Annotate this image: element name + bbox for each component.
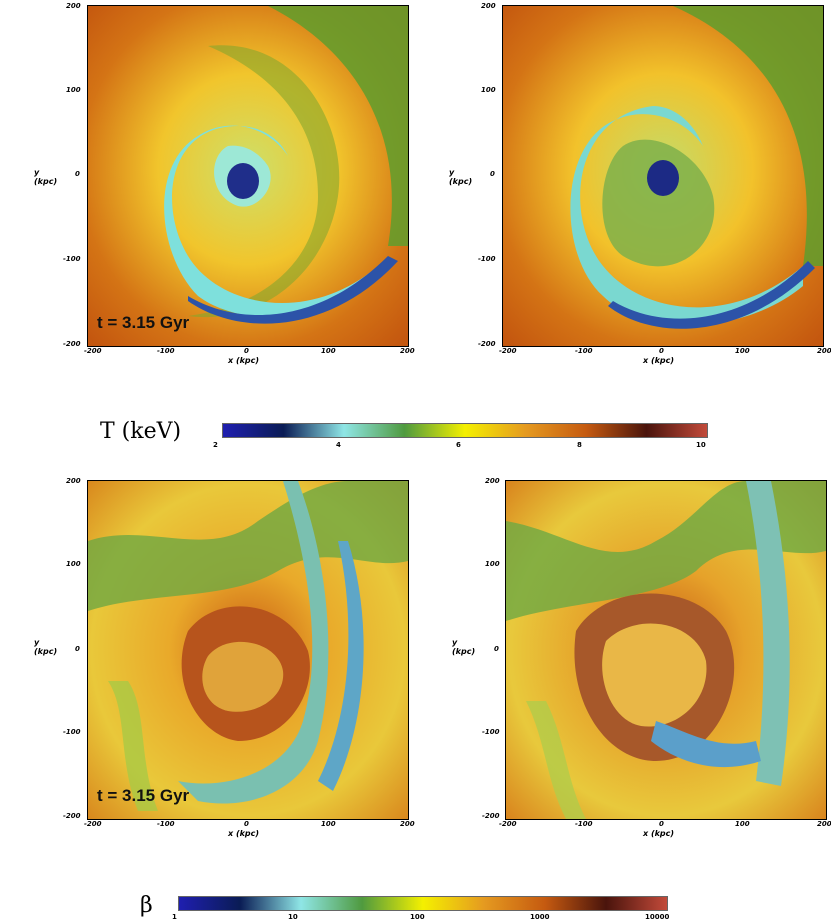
x-tick: 0 — [244, 347, 249, 355]
x-tick: -200 — [499, 347, 517, 355]
x-tick: 200 — [400, 347, 415, 355]
x-tick: -200 — [84, 820, 102, 828]
y-axis-label-line2: (kpc) — [34, 647, 58, 656]
y-tick: 100 — [485, 560, 500, 568]
colorbar-tick: 10 — [288, 913, 298, 921]
x-tick: 200 — [400, 820, 415, 828]
y-tick: 200 — [481, 2, 496, 10]
x-tick: -100 — [157, 347, 175, 355]
x-tick: -200 — [84, 347, 102, 355]
y-axis-label: y (kpc) — [34, 638, 57, 656]
plot-frame — [87, 480, 409, 820]
colorbar-tick: 1 — [172, 913, 177, 921]
plot-frame — [87, 5, 409, 347]
colorbar-gradient — [178, 896, 668, 911]
y-tick: 100 — [66, 560, 81, 568]
y-tick: 0 — [494, 645, 499, 653]
x-tick: 100 — [735, 820, 750, 828]
beta-colorbar: β 1 10 100 1000 10000 — [130, 893, 690, 923]
x-axis-label: x (kpc) — [228, 356, 260, 365]
y-tick: 0 — [75, 645, 80, 653]
y-axis-label-line1: y — [34, 168, 40, 177]
y-axis-label-line1: y — [452, 638, 458, 647]
time-label: t = 3.15 Gyr — [97, 313, 190, 332]
x-axis-label: x (kpc) — [228, 829, 260, 838]
colorbar-tick: 10000 — [645, 913, 670, 921]
y-tick: 200 — [66, 2, 81, 10]
temperature-colorbar: T (keV) 2 4 6 8 10 — [100, 418, 720, 454]
y-axis-label-line2: (kpc) — [452, 647, 476, 656]
y-tick: 0 — [75, 170, 80, 178]
y-tick: -200 — [482, 812, 500, 820]
plot-frame — [505, 480, 827, 820]
y-tick: 100 — [66, 86, 81, 94]
temperature-panel-left: -200 -100 0 100 200 x (kpc) 200 100 0 -1… — [0, 0, 420, 380]
x-tick: 0 — [659, 820, 664, 828]
colorbar-tick: 10 — [696, 441, 706, 449]
colorbar-symbol: T (keV) — [100, 419, 182, 444]
plot-frame — [502, 5, 824, 347]
y-tick: 100 — [481, 86, 496, 94]
y-tick: -100 — [63, 728, 81, 736]
colorbar-tick: 6 — [456, 441, 461, 449]
x-axis-label: x (kpc) — [643, 829, 675, 838]
y-axis-label-line2: (kpc) — [34, 177, 58, 186]
x-tick: 0 — [244, 820, 249, 828]
beta-panel-right: -200 -100 0 100 200 x (kpc) 200 100 0 -1… — [415, 470, 831, 850]
y-tick: 200 — [66, 477, 81, 485]
x-tick: 100 — [321, 347, 336, 355]
colorbar-symbol: β — [140, 893, 153, 918]
colorbar-gradient — [222, 423, 708, 438]
x-axis-label: x (kpc) — [643, 356, 675, 365]
y-tick: 200 — [485, 477, 500, 485]
colorbar-tick: 100 — [410, 913, 425, 921]
beta-panel-left: -200 -100 0 100 200 x (kpc) 200 100 0 -1… — [0, 470, 420, 850]
x-tick: -100 — [157, 820, 175, 828]
y-axis-label: y (kpc) — [452, 638, 475, 656]
colorbar-tick: 8 — [577, 441, 582, 449]
y-tick: -100 — [478, 255, 496, 263]
x-tick: 0 — [659, 347, 664, 355]
time-label: t = 3.15 Gyr — [97, 786, 190, 805]
x-tick: -100 — [575, 347, 593, 355]
x-tick: 100 — [321, 820, 336, 828]
y-tick: -100 — [482, 728, 500, 736]
x-tick: -200 — [499, 820, 517, 828]
colorbar-tick: 1000 — [530, 913, 550, 921]
y-tick: -200 — [478, 340, 496, 348]
x-tick: 200 — [817, 820, 831, 828]
y-tick: -200 — [63, 812, 81, 820]
y-axis-label-line1: y — [449, 168, 455, 177]
x-tick: 200 — [817, 347, 831, 355]
y-tick: -100 — [63, 255, 81, 263]
y-axis-label: y (kpc) — [449, 168, 472, 186]
y-tick: 0 — [490, 170, 495, 178]
colorbar-tick: 2 — [213, 441, 218, 449]
y-axis-label: y (kpc) — [34, 168, 57, 186]
temperature-panel-right: -200 -100 0 100 200 x (kpc) 200 100 0 -1… — [415, 0, 831, 380]
colorbar-tick: 4 — [336, 441, 341, 449]
y-tick: -200 — [63, 340, 81, 348]
x-tick: 100 — [735, 347, 750, 355]
y-axis-label-line1: y — [34, 638, 40, 647]
y-axis-label-line2: (kpc) — [449, 177, 473, 186]
x-tick: -100 — [575, 820, 593, 828]
